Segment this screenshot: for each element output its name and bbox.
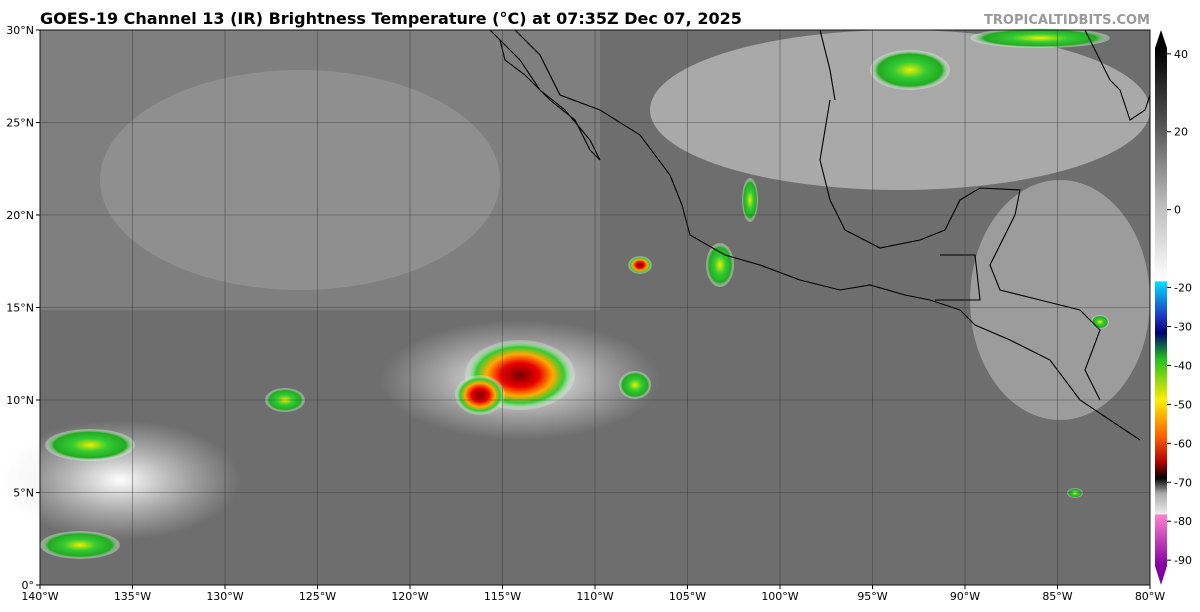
x-tick-label: 85°W	[1042, 590, 1072, 603]
colorbar-label: -20	[1174, 282, 1192, 295]
colorbar-label: 0	[1174, 204, 1181, 217]
x-tick-label: 140°W	[21, 590, 58, 603]
x-tick-label: 135°W	[114, 590, 151, 603]
colorbar-label: 20	[1174, 126, 1188, 139]
colorbar	[1155, 30, 1167, 585]
colorbar-label: -40	[1174, 359, 1192, 372]
title: GOES-19 Channel 13 (IR) Brightness Tempe…	[40, 9, 742, 28]
colorbar-label: -30	[1174, 320, 1192, 333]
satellite-image	[0, 28, 1151, 585]
colorbar-label: -70	[1174, 476, 1192, 489]
x-tick-label: 105°W	[669, 590, 706, 603]
x-tick-label: 125°W	[299, 590, 336, 603]
colorbar-label: -50	[1174, 398, 1192, 411]
y-tick-label: 0°	[22, 579, 35, 592]
x-tick-label: 80°W	[1135, 590, 1165, 603]
y-tick-label: 5°N	[13, 487, 34, 500]
x-tick-label: 110°W	[576, 590, 613, 603]
x-tick-label: 100°W	[761, 590, 798, 603]
watermark: TROPICALTIDBITS.COM	[984, 13, 1150, 28]
x-tick-label: 115°W	[484, 590, 521, 603]
y-tick-label: 25°N	[6, 117, 34, 130]
y-tick-label: 15°N	[6, 302, 34, 315]
y-tick-label: 20°N	[6, 209, 34, 222]
colorbar-label: -90	[1174, 554, 1192, 567]
x-tick-label: 120°W	[391, 590, 428, 603]
colorbar-label: -80	[1174, 515, 1192, 528]
colorbar-label: -60	[1174, 437, 1192, 450]
x-tick-label: 90°W	[950, 590, 980, 603]
y-tick-label: 10°N	[6, 394, 34, 407]
colorbar-label: 40	[1174, 48, 1188, 61]
x-tick-label: 95°W	[857, 590, 887, 603]
x-tick-label: 130°W	[206, 590, 243, 603]
y-tick-label: 30°N	[6, 24, 34, 37]
